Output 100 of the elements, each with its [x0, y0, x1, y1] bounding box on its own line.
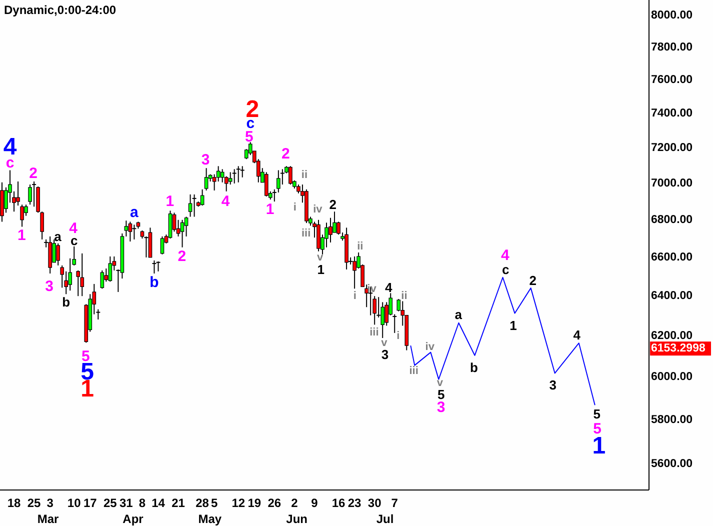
- annotation: 2: [29, 164, 38, 182]
- annotation: iv: [313, 204, 324, 216]
- annotation: ii: [301, 169, 308, 182]
- annotation: 5: [593, 406, 601, 422]
- annotation: iv: [425, 340, 436, 353]
- candlestick: [156, 260, 161, 272]
- annotation: ii: [401, 290, 408, 302]
- annotation: 5: [437, 386, 445, 402]
- candlestick: [132, 224, 137, 240]
- candlestick: [152, 260, 157, 274]
- candlestick: [80, 252, 84, 297]
- annotation: 3: [436, 399, 446, 416]
- candlestick: [192, 194, 197, 218]
- annotation: 1: [166, 193, 174, 210]
- y-tick-label: 7000.00: [651, 177, 693, 190]
- candlestick: [68, 258, 72, 292]
- candlestick: [108, 256, 112, 282]
- x-tick-label: 26: [268, 496, 282, 510]
- candlestick: [100, 270, 104, 290]
- candlestick: [160, 236, 164, 255]
- candlestick: [200, 188, 204, 206]
- chart-title: Dynamic,0:00-24:00: [4, 3, 116, 17]
- annotation: v: [436, 377, 444, 390]
- y-tick-label: 6400.00: [651, 290, 693, 302]
- candlestick: [236, 166, 241, 183]
- annotation: i: [396, 330, 400, 342]
- annotation: 1: [317, 262, 325, 277]
- annotation: 4: [221, 193, 230, 210]
- x-tick-label: 31: [120, 496, 134, 510]
- annotation: iii: [409, 364, 418, 377]
- annotation: 3: [45, 278, 54, 296]
- annotation: 4: [501, 246, 510, 264]
- candlestick: [188, 194, 192, 218]
- y-tick-label: 7200.00: [651, 142, 693, 154]
- annotation: a: [130, 204, 140, 222]
- text: 6153.2998: [651, 342, 706, 355]
- candlestick: [20, 204, 24, 228]
- candlestick: [232, 168, 237, 184]
- text: Jul: [376, 512, 394, 526]
- annotation: 3: [381, 346, 389, 362]
- text: May: [198, 512, 222, 526]
- annotation: 4: [384, 280, 393, 296]
- annotation: 2: [178, 248, 186, 265]
- annotation: b: [470, 360, 478, 376]
- annotation: v: [381, 337, 388, 350]
- x-tick-label: 19: [248, 496, 262, 510]
- y-tick-label: 8000.00: [651, 10, 693, 22]
- annotation: v: [317, 251, 324, 264]
- candlestick: [16, 180, 20, 206]
- y-tick-label: 6200.00: [651, 330, 693, 342]
- annotation: b: [62, 294, 70, 310]
- y-tick-label: 6800.00: [651, 214, 693, 226]
- candlestick: [392, 314, 398, 334]
- annotation: 3: [549, 377, 556, 392]
- x-tick-label: 21: [172, 496, 186, 510]
- y-tick-label: 6600.00: [651, 251, 693, 264]
- candlestick: [204, 168, 208, 191]
- annotation: a: [454, 306, 463, 322]
- x-tick-label: 18: [7, 496, 22, 510]
- x-tick-label: 16: [332, 496, 346, 510]
- candlestick: [128, 221, 132, 242]
- candlestick: [288, 166, 292, 186]
- candlestick: [352, 256, 356, 290]
- annotation: i: [353, 290, 356, 302]
- annotation: 2: [529, 272, 536, 288]
- x-tick-label: 23: [348, 496, 362, 510]
- annotation: 5: [245, 128, 254, 146]
- candlestick: [316, 219, 320, 252]
- annotation: 3: [201, 152, 210, 169]
- x-tick-label: 30: [368, 496, 382, 510]
- annotation: ii: [357, 240, 364, 252]
- annotation: 1: [266, 201, 274, 218]
- candlestick: [264, 172, 268, 197]
- x-tick-label: 2: [291, 496, 298, 510]
- x-tick-label: 25: [27, 496, 42, 510]
- annotation: i: [293, 202, 296, 214]
- annotation: 1: [510, 318, 517, 334]
- x-tick-label: 25: [103, 496, 118, 510]
- text: Mar: [37, 512, 60, 526]
- annotation: c: [502, 262, 510, 277]
- x-tick-label: 28: [196, 496, 210, 510]
- x-tick-label: 7: [391, 496, 398, 510]
- text: Jun: [286, 512, 308, 526]
- y-tick-label: 5800.00: [651, 414, 693, 426]
- x-tick-label: 17: [83, 496, 98, 510]
- annotation: 1: [17, 227, 26, 244]
- x-tick-label: 5: [210, 496, 218, 510]
- annotation: iii: [370, 326, 379, 339]
- annotation: 4: [573, 327, 582, 342]
- annotation: 2: [281, 145, 290, 162]
- candlestick: [24, 204, 28, 216]
- annotation: 2: [329, 197, 337, 212]
- text: Apr: [122, 512, 144, 526]
- x-tick-label: 9: [311, 496, 318, 510]
- candlestick: [276, 170, 280, 193]
- x-tick-label: 12: [232, 496, 246, 510]
- y-tick-label: 7400.00: [651, 108, 693, 120]
- candlestick: [28, 184, 32, 206]
- x-tick-label: 3: [46, 496, 54, 510]
- y-tick-label: 5600.00: [651, 458, 693, 470]
